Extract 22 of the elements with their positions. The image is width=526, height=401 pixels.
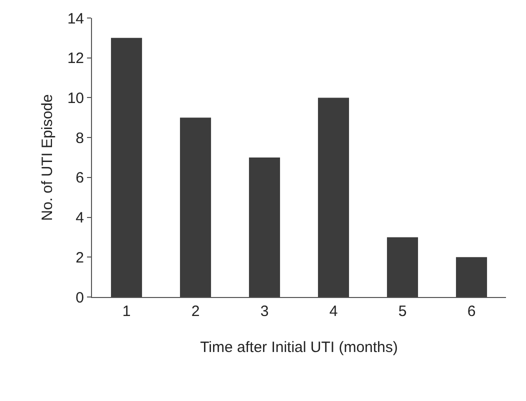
y-tick-label: 0 bbox=[76, 289, 84, 306]
bar bbox=[456, 257, 488, 297]
y-axis-title: No. of UTI Episode bbox=[39, 94, 56, 221]
y-tick-label: 12 bbox=[67, 50, 84, 68]
x-tick-label: 3 bbox=[260, 303, 269, 320]
x-tick-label: 4 bbox=[329, 303, 338, 320]
y-tick-label: 14 bbox=[67, 10, 84, 28]
y-tick-label: 6 bbox=[76, 170, 84, 187]
bar bbox=[248, 158, 280, 297]
y-tick-label: 8 bbox=[76, 130, 84, 147]
x-tick-label: 2 bbox=[191, 303, 200, 320]
y-tick-label: 4 bbox=[76, 210, 84, 227]
bar bbox=[110, 38, 142, 297]
bar bbox=[386, 237, 418, 297]
x-tick-label: 6 bbox=[467, 303, 476, 320]
y-tick-label: 2 bbox=[76, 249, 84, 266]
x-axis-title: Time after Initial UTI (months) bbox=[200, 339, 398, 356]
x-tick-label: 5 bbox=[398, 303, 407, 320]
y-tick-label: 10 bbox=[67, 90, 84, 107]
bar bbox=[318, 98, 350, 297]
bar bbox=[180, 118, 212, 297]
x-tick-label: 1 bbox=[122, 303, 131, 320]
